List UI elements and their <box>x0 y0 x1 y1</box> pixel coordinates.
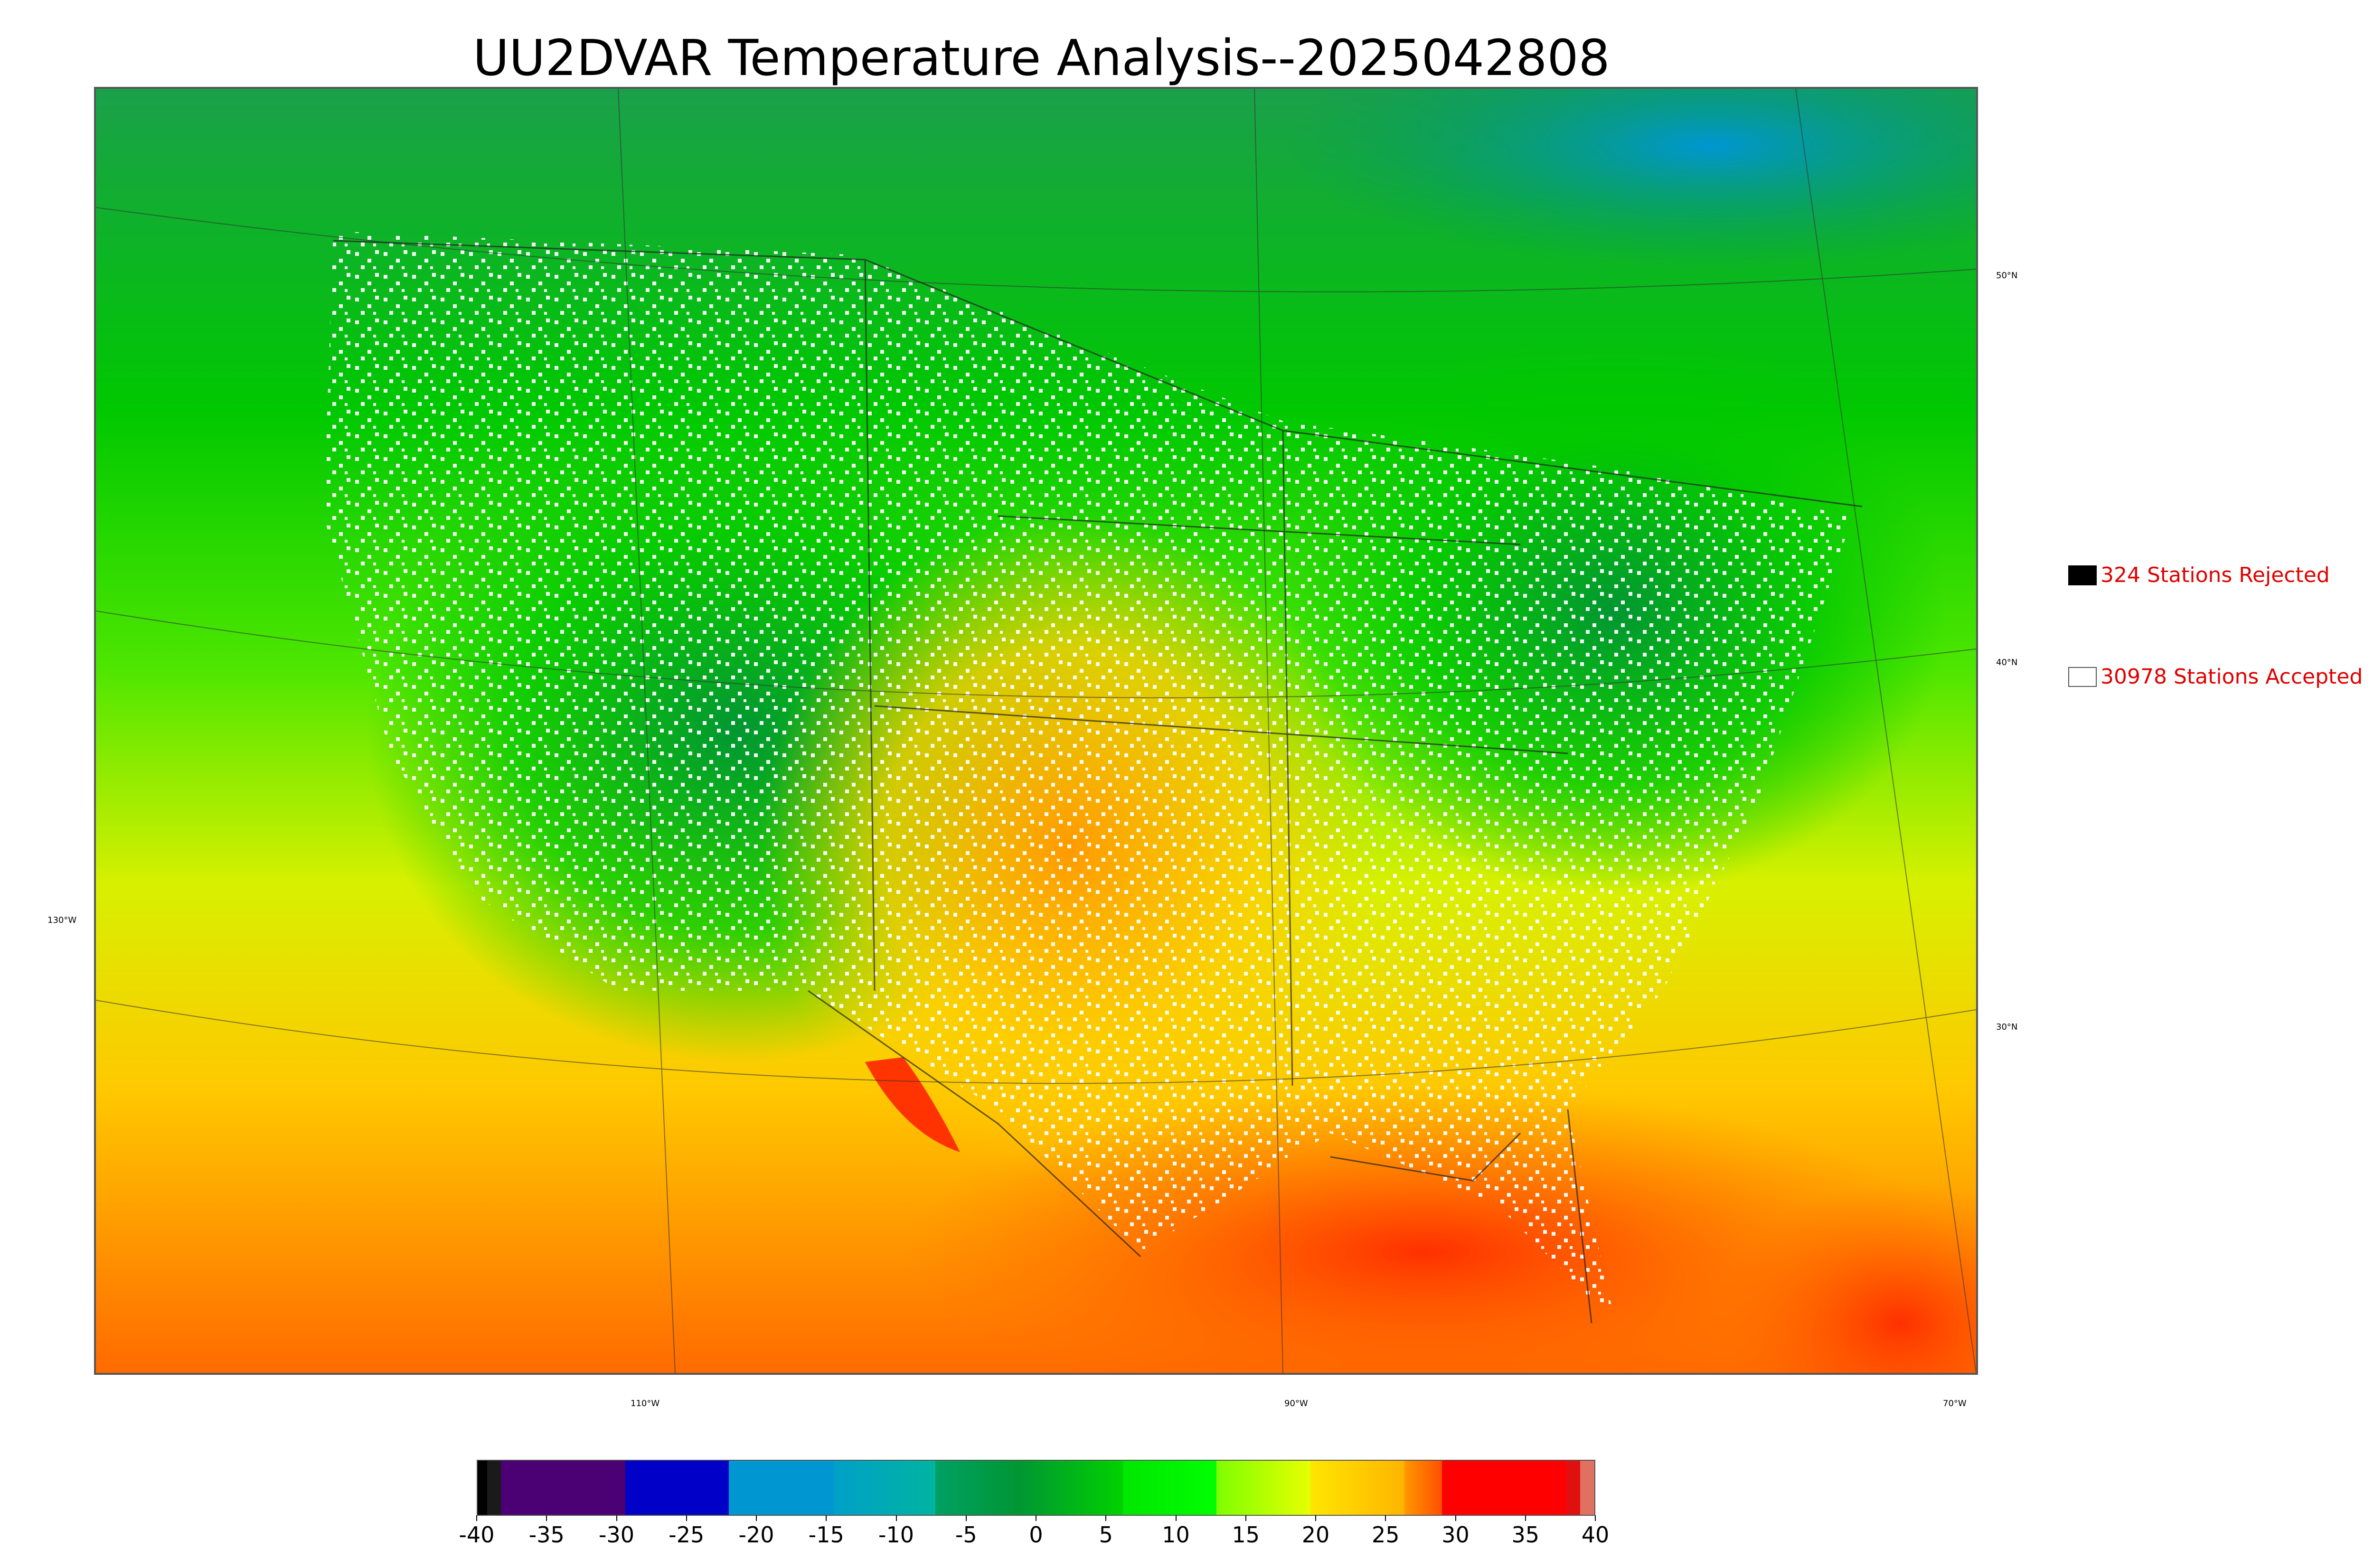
colorbar-segment <box>487 1461 501 1515</box>
legend-accepted: 30978 Stations Accepted <box>2068 665 2363 689</box>
temperature-map[interactable] <box>94 87 1978 1375</box>
colorbar-tick-label: 25 <box>1371 1522 1400 1548</box>
colorbar-tick <box>756 1515 757 1521</box>
colorbar-tick <box>1175 1515 1177 1521</box>
colorbar-tick-label: -10 <box>878 1522 914 1548</box>
colorbar-tick-label: 20 <box>1301 1522 1330 1548</box>
lat-label-40: 40°N <box>1996 657 2018 667</box>
map-title: UU2DVAR Temperature Analysis--2025042808 <box>473 29 1610 87</box>
accepted-label: 30978 Stations Accepted <box>2101 665 2363 689</box>
colorbar-segment <box>1216 1461 1311 1515</box>
lon-label-70: 70°W <box>1943 1399 1967 1408</box>
colorbar-segment <box>1441 1461 1566 1515</box>
colorbar-tick-label: 30 <box>1441 1522 1470 1548</box>
colorbar-tick <box>616 1515 617 1521</box>
colorbar <box>477 1460 1595 1516</box>
colorbar-tick <box>1105 1515 1107 1521</box>
legend-rejected: 324 Stations Rejected <box>2068 563 2330 587</box>
colorbar-segment <box>1566 1461 1581 1515</box>
lon-label-130: 130°W <box>47 915 77 925</box>
colorbar-tick-label: -35 <box>528 1522 565 1548</box>
accepted-swatch <box>2068 667 2097 687</box>
lon-label-110: 110°W <box>631 1399 660 1408</box>
colorbar-segment <box>1019 1461 1123 1515</box>
colorbar-segment <box>1310 1461 1404 1515</box>
colorbar-tick-label: 5 <box>1099 1522 1113 1548</box>
colorbar-tick-label: -5 <box>955 1522 977 1548</box>
lat-label-30: 30°N <box>1996 1022 2018 1032</box>
temperature-field <box>96 89 1976 1373</box>
lat-label-50: 50°N <box>1996 271 2018 281</box>
colorbar-tick-label: -25 <box>669 1522 705 1548</box>
colorbar-tick-label: 15 <box>1232 1522 1260 1548</box>
colorbar-tick <box>1245 1515 1246 1521</box>
colorbar-tick <box>1525 1515 1526 1521</box>
colorbar-ticks: -40 -35 -30 -25 -20 -15 -10 -5 0 5 10 15 20 25 30 35 40 <box>459 1515 1609 1548</box>
colorbar-tick-label: -40 <box>459 1522 495 1548</box>
colorbar-tick <box>546 1515 547 1521</box>
colorbar-tick <box>1455 1515 1456 1521</box>
lon-label-90: 90°W <box>1284 1399 1308 1408</box>
colorbar-tick-label: 0 <box>1029 1522 1043 1548</box>
colorbar-tick <box>1385 1515 1386 1521</box>
colorbar-segment <box>1122 1461 1217 1515</box>
colorbar-tick <box>826 1515 827 1521</box>
colorbar-tick <box>686 1515 687 1521</box>
colorbar-tick-label: 40 <box>1581 1522 1610 1548</box>
colorbar-segment <box>478 1461 487 1515</box>
colorbar-segment <box>625 1461 729 1515</box>
colorbar-tick <box>1315 1515 1316 1521</box>
rejected-label: 324 Stations Rejected <box>2101 563 2330 587</box>
colorbar-tick <box>1595 1515 1596 1521</box>
colorbar-tick <box>895 1515 897 1521</box>
rejected-swatch <box>2068 565 2097 585</box>
colorbar-segment <box>1580 1461 1594 1515</box>
colorbar-segment <box>1404 1461 1442 1515</box>
colorbar-segment <box>728 1461 835 1515</box>
colorbar-segment <box>501 1461 626 1515</box>
colorbar-segment <box>935 1461 1020 1515</box>
colorbar-tick-label: 35 <box>1511 1522 1540 1548</box>
colorbar-segment <box>834 1461 935 1515</box>
colorbar-tick-label: -20 <box>738 1522 774 1548</box>
colorbar-tick-label: -30 <box>598 1522 635 1548</box>
colorbar-tick-label: 10 <box>1162 1522 1190 1548</box>
colorbar-tick <box>965 1515 967 1521</box>
colorbar-tick-label: -15 <box>808 1522 844 1548</box>
colorbar-tick <box>476 1515 477 1521</box>
